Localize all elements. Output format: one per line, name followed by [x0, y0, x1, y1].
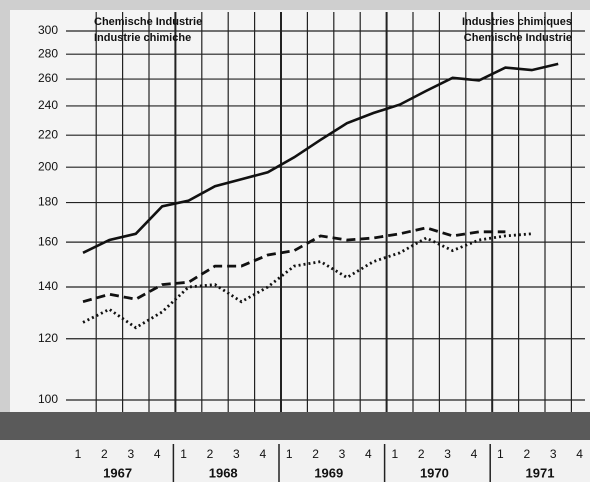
series-line [82, 232, 532, 330]
x-tick-label: 1 [391, 447, 398, 461]
y-tick-label: 200 [38, 159, 58, 173]
y-tick-label: 280 [38, 46, 58, 60]
y-tick-label: 140 [38, 279, 58, 293]
x-tick-label: 1 [75, 447, 82, 461]
year-label: 1968 [209, 465, 238, 480]
title-right: Chemische Industrie [464, 32, 572, 44]
x-tick-label: 3 [444, 447, 451, 461]
x-tick-label: 2 [523, 447, 530, 461]
x-tick-label: 1 [497, 447, 504, 461]
x-tick-label: 3 [339, 447, 346, 461]
year-label: 1971 [526, 465, 555, 480]
label-area [0, 440, 590, 482]
y-tick-label: 220 [38, 127, 58, 141]
series-line [82, 62, 559, 254]
y-tick-label: 180 [38, 195, 58, 209]
title-left: Industrie chimiche [94, 32, 191, 44]
x-tick-label: 2 [207, 447, 214, 461]
y-tick-label: 100 [38, 392, 58, 406]
y-tick-label: 160 [38, 234, 58, 248]
x-tick-label: 4 [259, 447, 266, 461]
title-right: Industries chimiques [462, 16, 572, 28]
plot-area [10, 10, 590, 412]
x-tick-label: 4 [471, 447, 478, 461]
year-label: 1967 [103, 465, 132, 480]
x-tick-label: 4 [154, 447, 161, 461]
x-tick-label: 3 [127, 447, 134, 461]
y-tick-label: 240 [38, 98, 58, 112]
series-line [82, 226, 506, 304]
x-tick-label: 4 [576, 447, 583, 461]
x-tick-label: 2 [101, 447, 108, 461]
year-label: 1969 [314, 465, 343, 480]
y-tick-label: 120 [38, 331, 58, 345]
year-label: 1970 [420, 465, 449, 480]
title-left: Chemische Industrie [94, 16, 202, 28]
y-tick-label: 300 [38, 23, 58, 37]
y-tick-label: 260 [38, 71, 58, 85]
x-tick-label: 3 [233, 447, 240, 461]
x-tick-label: 4 [365, 447, 372, 461]
x-tick-label: 3 [550, 447, 557, 461]
x-tick-label: 1 [286, 447, 293, 461]
x-tick-label: 2 [418, 447, 425, 461]
band [0, 412, 590, 440]
x-tick-label: 2 [312, 447, 319, 461]
x-tick-label: 1 [180, 447, 187, 461]
